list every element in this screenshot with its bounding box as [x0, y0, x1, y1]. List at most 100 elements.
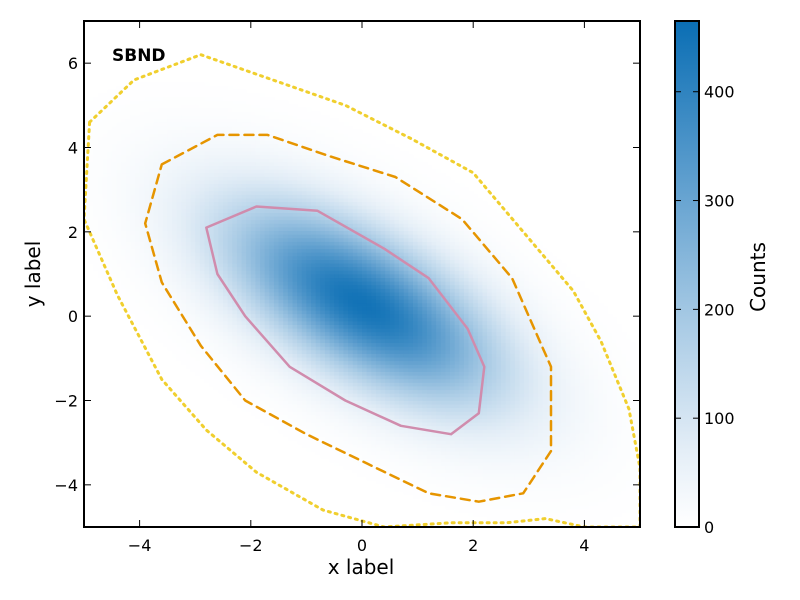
- heatmap-cell: [269, 194, 275, 199]
- heatmap-cell: [209, 288, 215, 293]
- heatmap-cell: [93, 230, 99, 235]
- heatmap-cell: [236, 339, 242, 344]
- heatmap-cell: [250, 364, 256, 369]
- heatmap-cell: [250, 248, 256, 253]
- heatmap-cell: [352, 425, 358, 430]
- heatmap-cell: [190, 364, 196, 369]
- heatmap-cell: [283, 324, 289, 329]
- heatmap-cell: [246, 169, 252, 174]
- heatmap-cell: [357, 440, 363, 445]
- heatmap-cell: [172, 140, 178, 145]
- heatmap-cell: [269, 241, 275, 246]
- heatmap-cell: [278, 281, 284, 286]
- heatmap-cell: [255, 227, 261, 232]
- heatmap-cell: [195, 129, 201, 134]
- heatmap-cell: [273, 317, 279, 322]
- heatmap-cell: [185, 349, 191, 354]
- heatmap-cell: [250, 335, 256, 340]
- heatmap-cell: [329, 255, 335, 260]
- heatmap-cell: [264, 154, 270, 159]
- heatmap-cell: [176, 234, 182, 239]
- heatmap-cell: [250, 111, 256, 116]
- heatmap-cell: [246, 172, 252, 177]
- heatmap-cell: [209, 198, 215, 203]
- heatmap-cell: [324, 295, 330, 300]
- heatmap-cell: [181, 292, 187, 297]
- heatmap-cell: [125, 161, 131, 166]
- heatmap-cell: [121, 86, 127, 91]
- heatmap-cell: [195, 349, 201, 354]
- heatmap-cell: [153, 111, 159, 116]
- heatmap-cell: [329, 346, 335, 351]
- heatmap-cell: [139, 263, 145, 268]
- heatmap-cell: [255, 302, 261, 307]
- heatmap-cell: [324, 172, 330, 177]
- heatmap-cell: [241, 212, 247, 217]
- heatmap-cell: [144, 176, 150, 181]
- heatmap-cell: [144, 122, 150, 127]
- heatmap-cell: [190, 223, 196, 228]
- heatmap-cell: [273, 125, 279, 130]
- heatmap-cell: [255, 263, 261, 268]
- heatmap-cell: [255, 310, 261, 315]
- heatmap-cell: [88, 237, 94, 242]
- heatmap-cell: [338, 411, 344, 416]
- heatmap-cell: [255, 252, 261, 257]
- heatmap-cell: [93, 100, 99, 105]
- heatmap-cell: [218, 234, 224, 239]
- heatmap-cell: [348, 465, 354, 470]
- heatmap-cell: [269, 299, 275, 304]
- heatmap-cell: [273, 310, 279, 315]
- heatmap-cell: [357, 198, 363, 203]
- heatmap-cell: [343, 187, 349, 192]
- heatmap-cell: [320, 205, 326, 210]
- heatmap-cell: [199, 317, 205, 322]
- heatmap-cell: [315, 187, 321, 192]
- heatmap-cell: [241, 161, 247, 166]
- heatmap-cell: [204, 143, 210, 148]
- heatmap-cell: [139, 223, 145, 228]
- heatmap-cell: [172, 118, 178, 123]
- heatmap-cell: [223, 302, 229, 307]
- heatmap-cell: [158, 328, 164, 333]
- heatmap-cell: [148, 320, 154, 325]
- heatmap-cell: [297, 114, 303, 119]
- heatmap-cell: [232, 205, 238, 210]
- heatmap-cell: [213, 324, 219, 329]
- heatmap-cell: [172, 151, 178, 156]
- heatmap-cell: [320, 382, 326, 387]
- heatmap-cell: [324, 190, 330, 195]
- heatmap-cell: [343, 425, 349, 430]
- heatmap-cell: [241, 382, 247, 387]
- heatmap-cell: [107, 201, 113, 206]
- heatmap-cell: [121, 180, 127, 185]
- heatmap-cell: [199, 86, 205, 91]
- heatmap-cell: [218, 183, 224, 188]
- heatmap-cell: [329, 143, 335, 148]
- heatmap-cell: [287, 277, 293, 282]
- heatmap-cell: [218, 317, 224, 322]
- heatmap-cell: [287, 219, 293, 224]
- heatmap-cell: [338, 342, 344, 347]
- heatmap-cell: [324, 245, 330, 250]
- heatmap-cell: [236, 335, 242, 340]
- heatmap-cell: [292, 331, 298, 336]
- heatmap-cell: [199, 255, 205, 260]
- heatmap-cell: [125, 288, 131, 293]
- heatmap-cell: [273, 378, 279, 383]
- heatmap-cell: [84, 212, 90, 217]
- heatmap-cell: [334, 335, 340, 340]
- heatmap-cell: [329, 288, 335, 293]
- heatmap-cell: [176, 208, 182, 213]
- heatmap-cell: [278, 198, 284, 203]
- heatmap-cell: [125, 114, 131, 119]
- heatmap-cell: [287, 111, 293, 116]
- heatmap-cell: [362, 292, 368, 297]
- heatmap-cell: [195, 248, 201, 253]
- heatmap-cell: [162, 259, 168, 264]
- heatmap-cell: [204, 187, 210, 192]
- heatmap-cell: [250, 201, 256, 206]
- heatmap-cell: [306, 306, 312, 311]
- heatmap-cell: [352, 133, 358, 138]
- heatmap-cell: [255, 158, 261, 163]
